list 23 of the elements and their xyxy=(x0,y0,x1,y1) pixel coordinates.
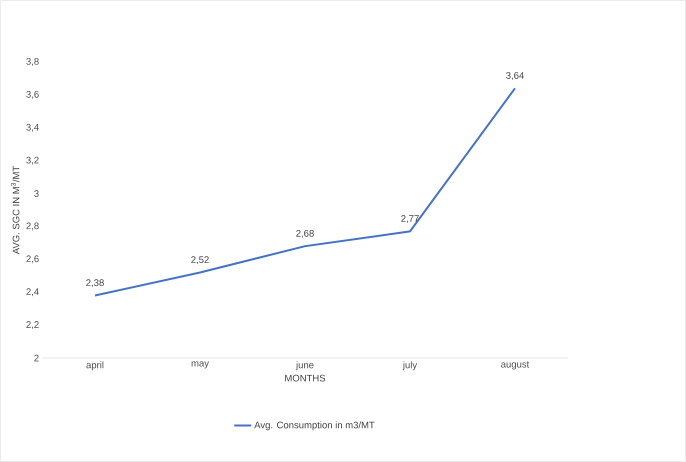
y-tick-label: 2,8 xyxy=(26,222,39,230)
x-tick-label: may xyxy=(192,361,209,368)
x-tick-label: august xyxy=(501,361,530,370)
data-label: 2,77 xyxy=(401,215,419,224)
data-label: 2,52 xyxy=(191,256,209,264)
data-label: 2,68 xyxy=(296,230,314,238)
y-tick-label: 2,6 xyxy=(26,255,39,264)
x-tick-label: july xyxy=(402,361,418,370)
x-tick-label: june xyxy=(296,361,314,370)
y-axis-title: AVG. SGC IN M$^{3}$/MT xyxy=(11,166,20,254)
y-tick-label: 2,4 xyxy=(26,288,39,296)
y-tick-label: 3,2 xyxy=(26,156,39,165)
y-tick-label: 2 xyxy=(34,354,39,362)
y-tick-label: 3,4 xyxy=(26,124,39,132)
x-tick-label: april xyxy=(86,361,104,370)
legend-label: Avg. Consumption in m3/MT xyxy=(254,421,375,430)
y-tick-label: 3,8 xyxy=(26,58,39,66)
y-tick-label: 3 xyxy=(34,190,39,197)
x-axis-title: MONTHS xyxy=(285,374,326,382)
data-label: 2,38 xyxy=(86,279,104,288)
y-tick-label: 2,2 xyxy=(26,321,39,330)
y-tick-label: 3,6 xyxy=(26,90,39,99)
data-label: 3,64 xyxy=(506,72,524,80)
